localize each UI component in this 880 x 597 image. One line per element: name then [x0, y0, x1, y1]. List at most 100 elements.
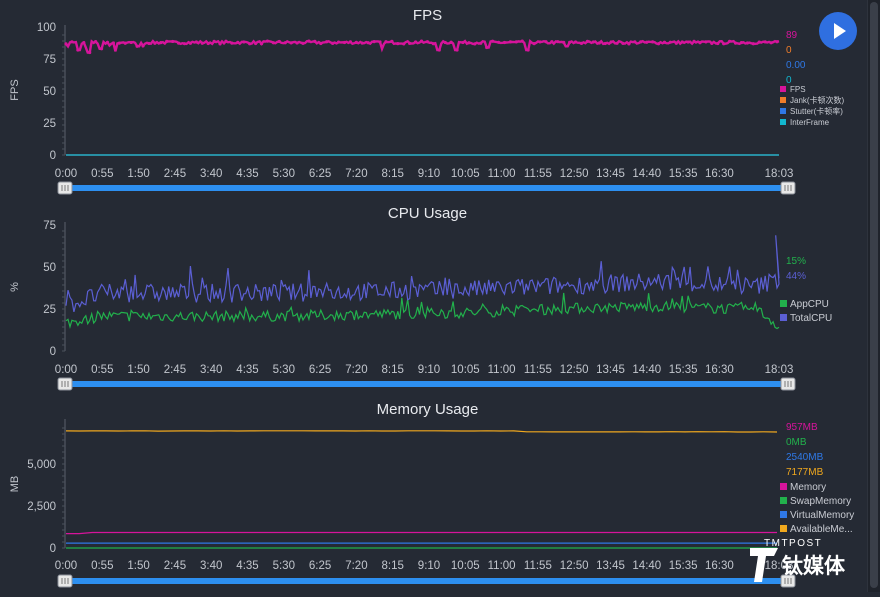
fps-point: [248, 42, 252, 46]
fps-point: [639, 40, 643, 44]
x-tick-label: 2:45: [164, 168, 186, 180]
fps-point: [662, 40, 667, 44]
y-tick-label: 0: [50, 543, 56, 555]
x-tick-label: 8:15: [382, 168, 404, 180]
slider-handle-left[interactable]: [57, 181, 73, 195]
slider-handle-left[interactable]: [57, 377, 73, 391]
slider-handle-right[interactable]: [780, 377, 796, 391]
x-tick-label: 2:45: [164, 560, 186, 572]
slider-handle-right[interactable]: [780, 181, 796, 195]
legend-label: SwapMemory: [790, 496, 851, 507]
fps-point: [200, 41, 204, 45]
fps-point: [396, 42, 400, 46]
x-tick-label: 1:50: [127, 364, 149, 376]
x-tick-label: 8:15: [382, 560, 404, 572]
fps-point: [496, 40, 501, 44]
slider-handle-right[interactable]: [780, 574, 796, 588]
x-tick-label: 4:35: [236, 364, 258, 376]
fps-point: [645, 40, 649, 44]
current-value-2: 0.00: [786, 60, 806, 71]
fps-point: [668, 40, 672, 44]
fps-point: [473, 42, 477, 46]
scrollbar-thumb[interactable]: [870, 2, 878, 588]
x-tick-label: 12:50: [560, 560, 589, 572]
legend-label: FPS: [790, 85, 806, 94]
fps-point: [751, 42, 755, 46]
fps-point: [194, 40, 198, 44]
x-tick-label: 14:40: [632, 364, 661, 376]
fps-point: [514, 40, 518, 44]
fps-point: [295, 41, 299, 45]
x-tick-label: 7:20: [345, 364, 367, 376]
x-tick-label: 15:35: [669, 168, 698, 180]
x-tick-label: 9:10: [418, 364, 440, 376]
fps-point: [378, 40, 382, 44]
fps-point: [224, 39, 228, 43]
x-tick-label: 18:03: [765, 168, 794, 180]
current-value-2: 2540MB: [786, 452, 824, 463]
fps-point: [64, 42, 68, 46]
x-tick-label: 6:25: [309, 168, 331, 180]
legend-label: VirtualMemory: [790, 510, 854, 521]
chart-panel-2: CPU Usage% 0 25 50 75 0:00 0:55 1:50 2:45 3:40 4:3…: [9, 205, 832, 391]
play-button[interactable]: [819, 12, 857, 50]
fps-point: [556, 40, 560, 44]
vertical-scrollbar[interactable]: [867, 0, 880, 592]
fps-point: [354, 40, 358, 44]
x-tick-label: 0:55: [91, 364, 113, 376]
fps-point: [425, 40, 430, 44]
fps-point: [99, 47, 104, 51]
x-tick-label: 11:55: [524, 560, 552, 572]
fps-point: [408, 41, 412, 45]
fps-point: [188, 41, 193, 45]
fps-point: [686, 40, 690, 44]
watermark-logo: TMTPOST 钛媒体: [748, 536, 868, 586]
fps-point: [568, 40, 572, 44]
x-tick-label: 14:40: [632, 560, 661, 572]
series-line-appcpu: [65, 292, 780, 330]
fps-point: [76, 48, 80, 52]
fps-point: [206, 41, 210, 46]
fps-point: [123, 41, 127, 45]
fps-point: [129, 40, 133, 45]
legend-label: Stutter(卡顿率): [790, 106, 843, 116]
x-tick-label: 13:45: [596, 168, 625, 180]
fps-point: [491, 39, 495, 43]
fps-point: [461, 40, 465, 45]
fps-point: [479, 41, 483, 45]
y-tick-label: 2,500: [27, 501, 56, 513]
fps-point: [769, 41, 773, 45]
fps-point: [437, 48, 441, 52]
legend-label: Jank(卡顿次数): [790, 95, 845, 105]
x-tick-label: 0:00: [55, 168, 77, 180]
current-value-1: 0: [786, 45, 792, 56]
x-tick-label: 6:25: [309, 364, 331, 376]
current-value-0: 89: [786, 30, 798, 41]
legend-swatch: [780, 97, 786, 103]
fps-point: [467, 41, 471, 45]
fps-point: [70, 40, 74, 44]
fps-point: [331, 41, 335, 45]
legend-swatch: [780, 497, 787, 504]
y-tick-label: 5,000: [27, 459, 56, 471]
play-icon: [834, 23, 846, 39]
fps-point: [325, 40, 329, 44]
fps-point: [265, 39, 270, 43]
y-tick-label: 0: [50, 150, 56, 162]
y-axis-label: FPS: [9, 79, 21, 100]
fps-point: [271, 41, 275, 45]
fps-point: [105, 40, 110, 44]
fps-point: [728, 39, 732, 43]
x-tick-label: 0:00: [55, 560, 77, 572]
fps-point: [633, 40, 637, 44]
fps-point: [520, 39, 524, 43]
slider-handle-left[interactable]: [57, 574, 73, 588]
legend-swatch: [780, 86, 786, 92]
fps-point: [431, 42, 435, 46]
x-tick-label: 0:55: [91, 168, 113, 180]
tmtpost-logo-mark: [750, 548, 778, 582]
x-tick-label: 5:30: [273, 168, 295, 180]
x-tick-label: 11:00: [488, 168, 516, 180]
chart-title: FPS: [413, 7, 442, 24]
